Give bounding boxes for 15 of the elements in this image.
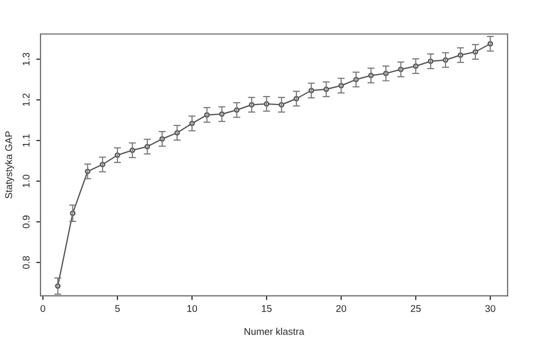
x-tick-label: 10 xyxy=(187,305,198,312)
y-tick-label: 1.2 xyxy=(22,94,30,106)
x-tick-label: 30 xyxy=(485,305,496,312)
x-tick-label: 15 xyxy=(262,305,272,312)
y-tick-label: 1.3 xyxy=(22,52,30,66)
y-tick-label: 0.8 xyxy=(22,256,30,269)
x-tick-label: 20 xyxy=(336,305,346,312)
y-tick-label: 1.1 xyxy=(22,134,30,147)
x-axis-title: Numer klastra xyxy=(244,328,304,335)
x-tick-label: 25 xyxy=(410,305,421,312)
x-tick-label: 5 xyxy=(115,305,120,312)
x-tick-label: 0 xyxy=(40,305,46,312)
y-tick-label: 0.9 xyxy=(22,216,30,228)
y-tick-label: 1.0 xyxy=(22,174,30,188)
y-axis-title: Statystyka GAP xyxy=(5,131,14,198)
